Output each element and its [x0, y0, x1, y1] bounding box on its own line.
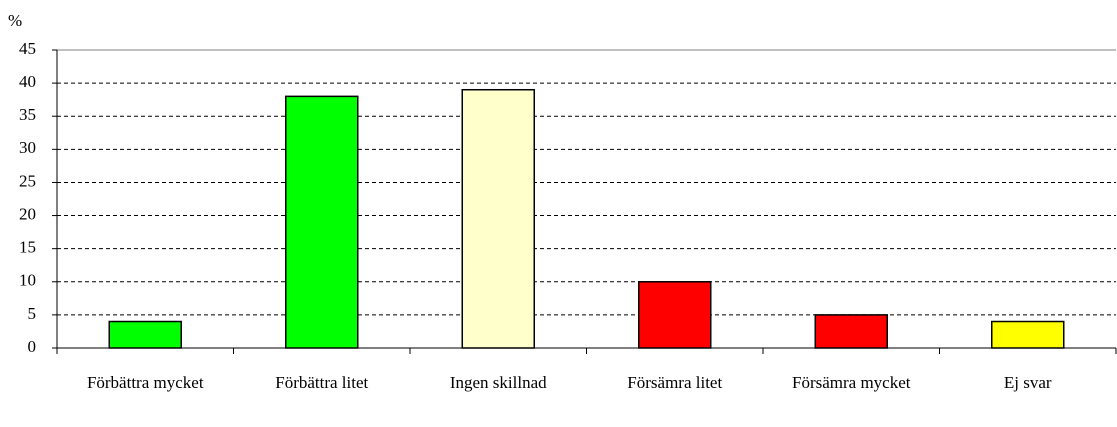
y-tick-label: 0 [28, 337, 37, 356]
bar [461, 88, 535, 349]
x-tick-label: Försämra litet [627, 373, 722, 392]
y-tick-label: 10 [19, 271, 36, 290]
y-tick-label: 20 [19, 204, 36, 223]
y-tick-label: 15 [19, 238, 36, 257]
bar [814, 314, 888, 349]
x-tick-label: Försämra mycket [792, 373, 911, 392]
y-tick-label: 5 [28, 304, 37, 323]
x-tick-label: Förbättra mycket [87, 373, 204, 392]
x-tick-label: Ingen skillnad [450, 373, 547, 392]
y-tick-label: 30 [19, 138, 36, 157]
bar [285, 95, 359, 349]
y-axis-label: % [8, 11, 22, 30]
y-tick-label: 45 [19, 39, 36, 58]
y-tick-label: 35 [19, 105, 36, 124]
y-tick-label: 40 [19, 72, 36, 91]
x-tick-label: Förbättra litet [275, 373, 368, 392]
bar [991, 320, 1065, 349]
bar [108, 320, 182, 349]
bar [638, 281, 712, 349]
x-tick-label: Ej svar [1004, 373, 1052, 392]
y-tick-label: 25 [19, 171, 36, 190]
